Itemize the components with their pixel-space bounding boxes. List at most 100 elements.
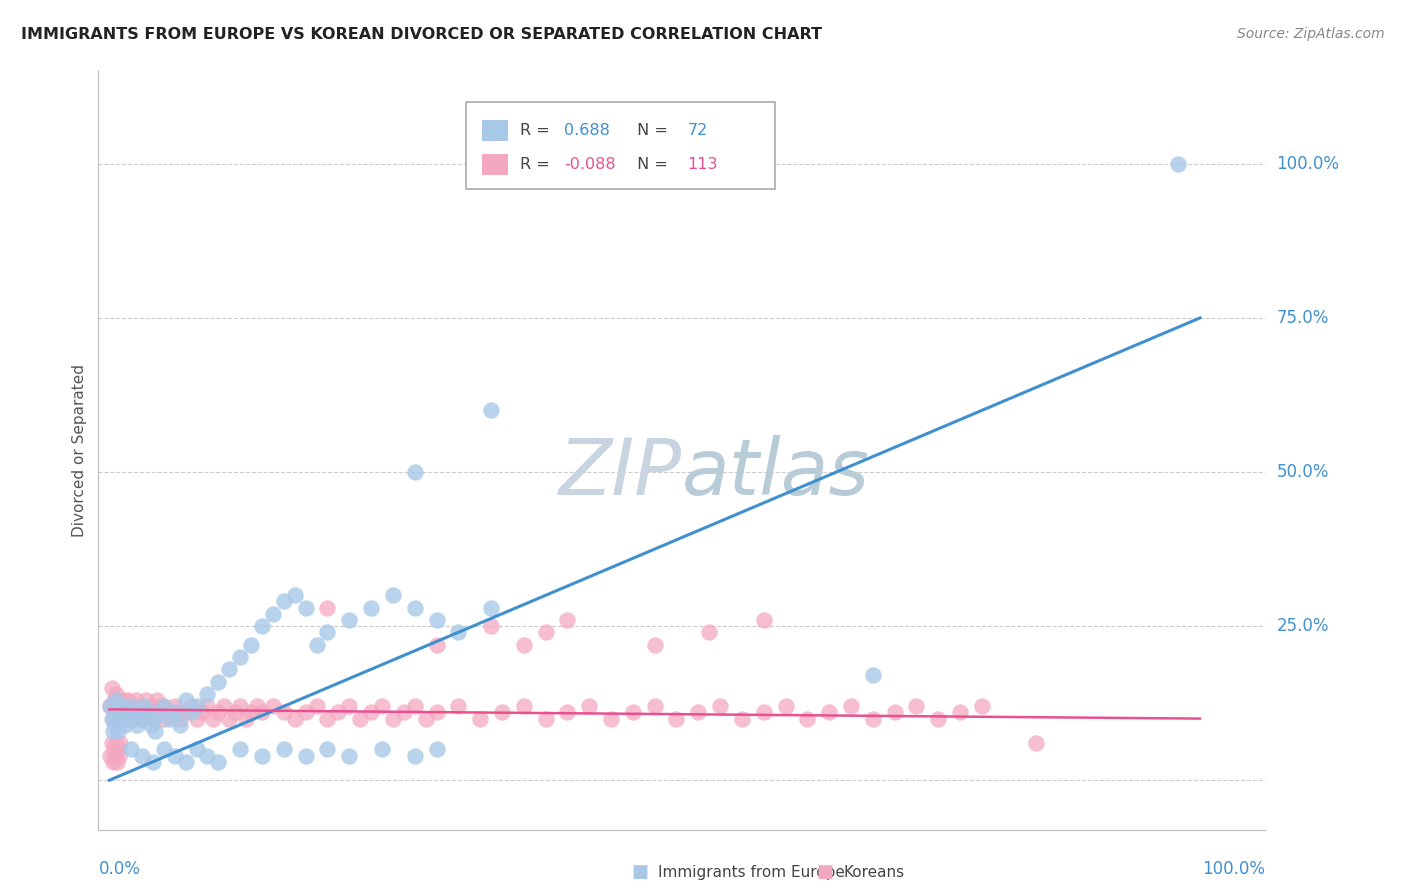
Point (174, 755, 197, 769)
Point (337, 699, 360, 714)
Point (107, 712, 129, 726)
Point (404, 748, 426, 763)
Point (142, 755, 165, 769)
Point (381, 712, 404, 726)
Point (104, 693, 127, 707)
Point (124, 693, 146, 707)
Point (197, 748, 219, 763)
Point (146, 693, 169, 707)
Point (103, 693, 125, 707)
Point (105, 755, 128, 769)
Point (316, 712, 339, 726)
Text: 72: 72 (688, 123, 709, 138)
Point (157, 706, 180, 720)
Point (101, 755, 124, 769)
Point (371, 699, 394, 714)
Point (104, 748, 127, 763)
Point (111, 712, 134, 726)
Point (305, 699, 328, 714)
Point (103, 706, 125, 720)
Point (752, 613, 775, 627)
Point (883, 706, 905, 720)
Point (337, 613, 360, 627)
Point (621, 706, 644, 720)
Point (207, 755, 229, 769)
Text: 0.688: 0.688 (564, 123, 610, 138)
Point (104, 687, 127, 701)
Point (100, 736, 122, 750)
Point (128, 706, 150, 720)
Point (600, 712, 623, 726)
Point (294, 600, 316, 615)
Point (284, 712, 307, 726)
Point (186, 742, 208, 756)
Point (100, 712, 122, 726)
Point (262, 607, 284, 621)
Point (250, 748, 273, 763)
Point (229, 650, 252, 665)
Text: N =: N = (631, 157, 672, 172)
Bar (482, 120, 508, 141)
Text: 113: 113 (688, 157, 718, 172)
Point (218, 662, 240, 676)
Point (180, 706, 202, 720)
Text: N =: N = (631, 123, 672, 138)
Point (479, 403, 502, 417)
Point (207, 674, 229, 689)
Point (120, 742, 142, 756)
Point (818, 706, 841, 720)
Point (425, 742, 447, 756)
Point (108, 748, 131, 763)
Text: atlas: atlas (682, 435, 870, 511)
Point (273, 742, 295, 756)
Point (105, 699, 128, 714)
Point (240, 706, 263, 720)
Text: Source: ZipAtlas.com: Source: ZipAtlas.com (1237, 27, 1385, 41)
Point (174, 693, 197, 707)
Point (148, 706, 170, 720)
Point (534, 625, 557, 640)
Point (218, 712, 240, 726)
Text: 75.0%: 75.0% (1277, 309, 1329, 327)
Point (905, 699, 928, 714)
Point (250, 706, 273, 720)
Point (479, 600, 502, 615)
Point (110, 699, 132, 714)
Point (731, 712, 754, 726)
Point (644, 699, 666, 714)
Text: ■: ■ (631, 863, 648, 881)
Point (131, 712, 153, 726)
Point (709, 699, 731, 714)
Point (284, 588, 307, 602)
Point (100, 748, 122, 763)
Point (100, 699, 122, 714)
Text: R =: R = (520, 123, 554, 138)
Point (163, 748, 186, 763)
Text: 50.0%: 50.0% (1277, 463, 1329, 481)
Point (127, 706, 149, 720)
Point (415, 712, 437, 726)
Point (112, 693, 135, 707)
Bar (482, 153, 508, 175)
Point (644, 638, 666, 652)
Point (169, 712, 191, 726)
Point (104, 706, 127, 720)
Point (927, 712, 949, 726)
Point (125, 718, 148, 732)
Point (101, 712, 124, 726)
Point (665, 712, 688, 726)
Point (110, 706, 132, 720)
Point (153, 699, 176, 714)
Point (273, 706, 295, 720)
Point (118, 699, 141, 714)
Point (316, 742, 339, 756)
Point (360, 706, 382, 720)
Point (110, 712, 132, 726)
Point (157, 712, 180, 726)
Point (197, 699, 219, 714)
Text: 25.0%: 25.0% (1277, 617, 1329, 635)
Point (120, 699, 142, 714)
Point (534, 712, 557, 726)
Point (250, 619, 273, 633)
Point (101, 723, 124, 738)
